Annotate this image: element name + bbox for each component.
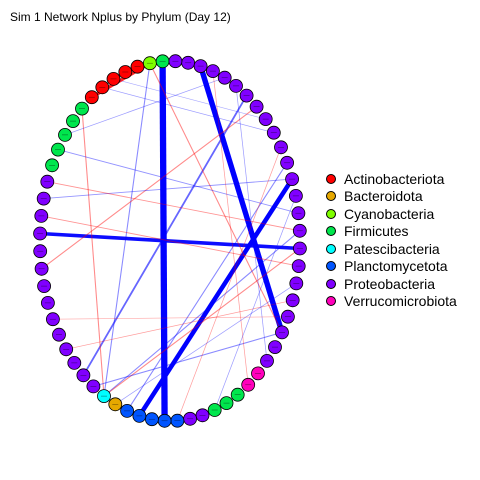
- legend-item: Verrucomicrobiota: [326, 293, 457, 311]
- network-edge: [81, 108, 105, 397]
- legend-item: Planctomycetota: [326, 258, 457, 276]
- legend-label: Actinobacteriota: [344, 170, 445, 187]
- network-edge: [39, 231, 301, 251]
- legend-item: Firmicutes: [326, 223, 457, 241]
- network-edge: [126, 162, 288, 412]
- plot-title: Sim 1 Network Nplus by Phylum (Day 12): [10, 10, 231, 24]
- legend-swatch: [326, 208, 336, 219]
- legend-label: Planctomycetota: [344, 258, 448, 275]
- legend-item: Cyanobacteria: [326, 205, 457, 223]
- legend-label: Cyanobacteria: [344, 205, 435, 222]
- network-edge: [177, 147, 282, 421]
- legend-item: Actinobacteriota: [326, 170, 457, 188]
- legend-item: Bacteroidota: [326, 188, 457, 206]
- network-edge: [212, 71, 249, 385]
- network-edge: [93, 331, 283, 387]
- legend-label: Bacteroidota: [344, 188, 423, 205]
- network-edge: [235, 85, 268, 361]
- legend-swatch: [326, 278, 336, 289]
- network-edge: [57, 149, 299, 214]
- network-edge: [214, 195, 297, 411]
- network-edge: [47, 181, 300, 232]
- network-edge: [66, 299, 293, 350]
- network-edge: [149, 62, 283, 333]
- legend-item: Patescibacteria: [326, 240, 457, 258]
- legend-swatch: [326, 226, 336, 237]
- legend-swatch: [326, 261, 336, 272]
- legend-swatch: [326, 296, 336, 307]
- legend-item: Proteobacteria: [326, 275, 457, 293]
- network-edge: [103, 230, 301, 397]
- legend-swatch: [326, 173, 336, 184]
- network-edge: [41, 215, 299, 267]
- legend-label: Verrucomicrobiota: [344, 293, 457, 310]
- network-edge: [41, 106, 257, 270]
- nodes-layer: [33, 54, 307, 428]
- network-edge: [137, 177, 294, 418]
- legend-label: Proteobacteria: [344, 275, 436, 292]
- legend: Actinobacteriota Bacteroidota Cyanobacteri…: [326, 170, 457, 310]
- network-edge: [115, 283, 297, 405]
- network-edge: [52, 316, 288, 320]
- network-edge: [113, 78, 266, 120]
- network-edge: [198, 65, 285, 334]
- legend-swatch: [326, 243, 336, 254]
- network-edge: [43, 178, 293, 200]
- network-edge: [82, 95, 248, 376]
- legend-swatch: [326, 191, 336, 202]
- edges-layer: [39, 61, 301, 421]
- legend-label: Firmicutes: [344, 223, 409, 240]
- network-edge: [103, 63, 151, 397]
- legend-label: Patescibacteria: [344, 240, 440, 257]
- network-edge: [103, 248, 301, 397]
- network-edge: [102, 86, 274, 134]
- network-edge: [64, 77, 225, 136]
